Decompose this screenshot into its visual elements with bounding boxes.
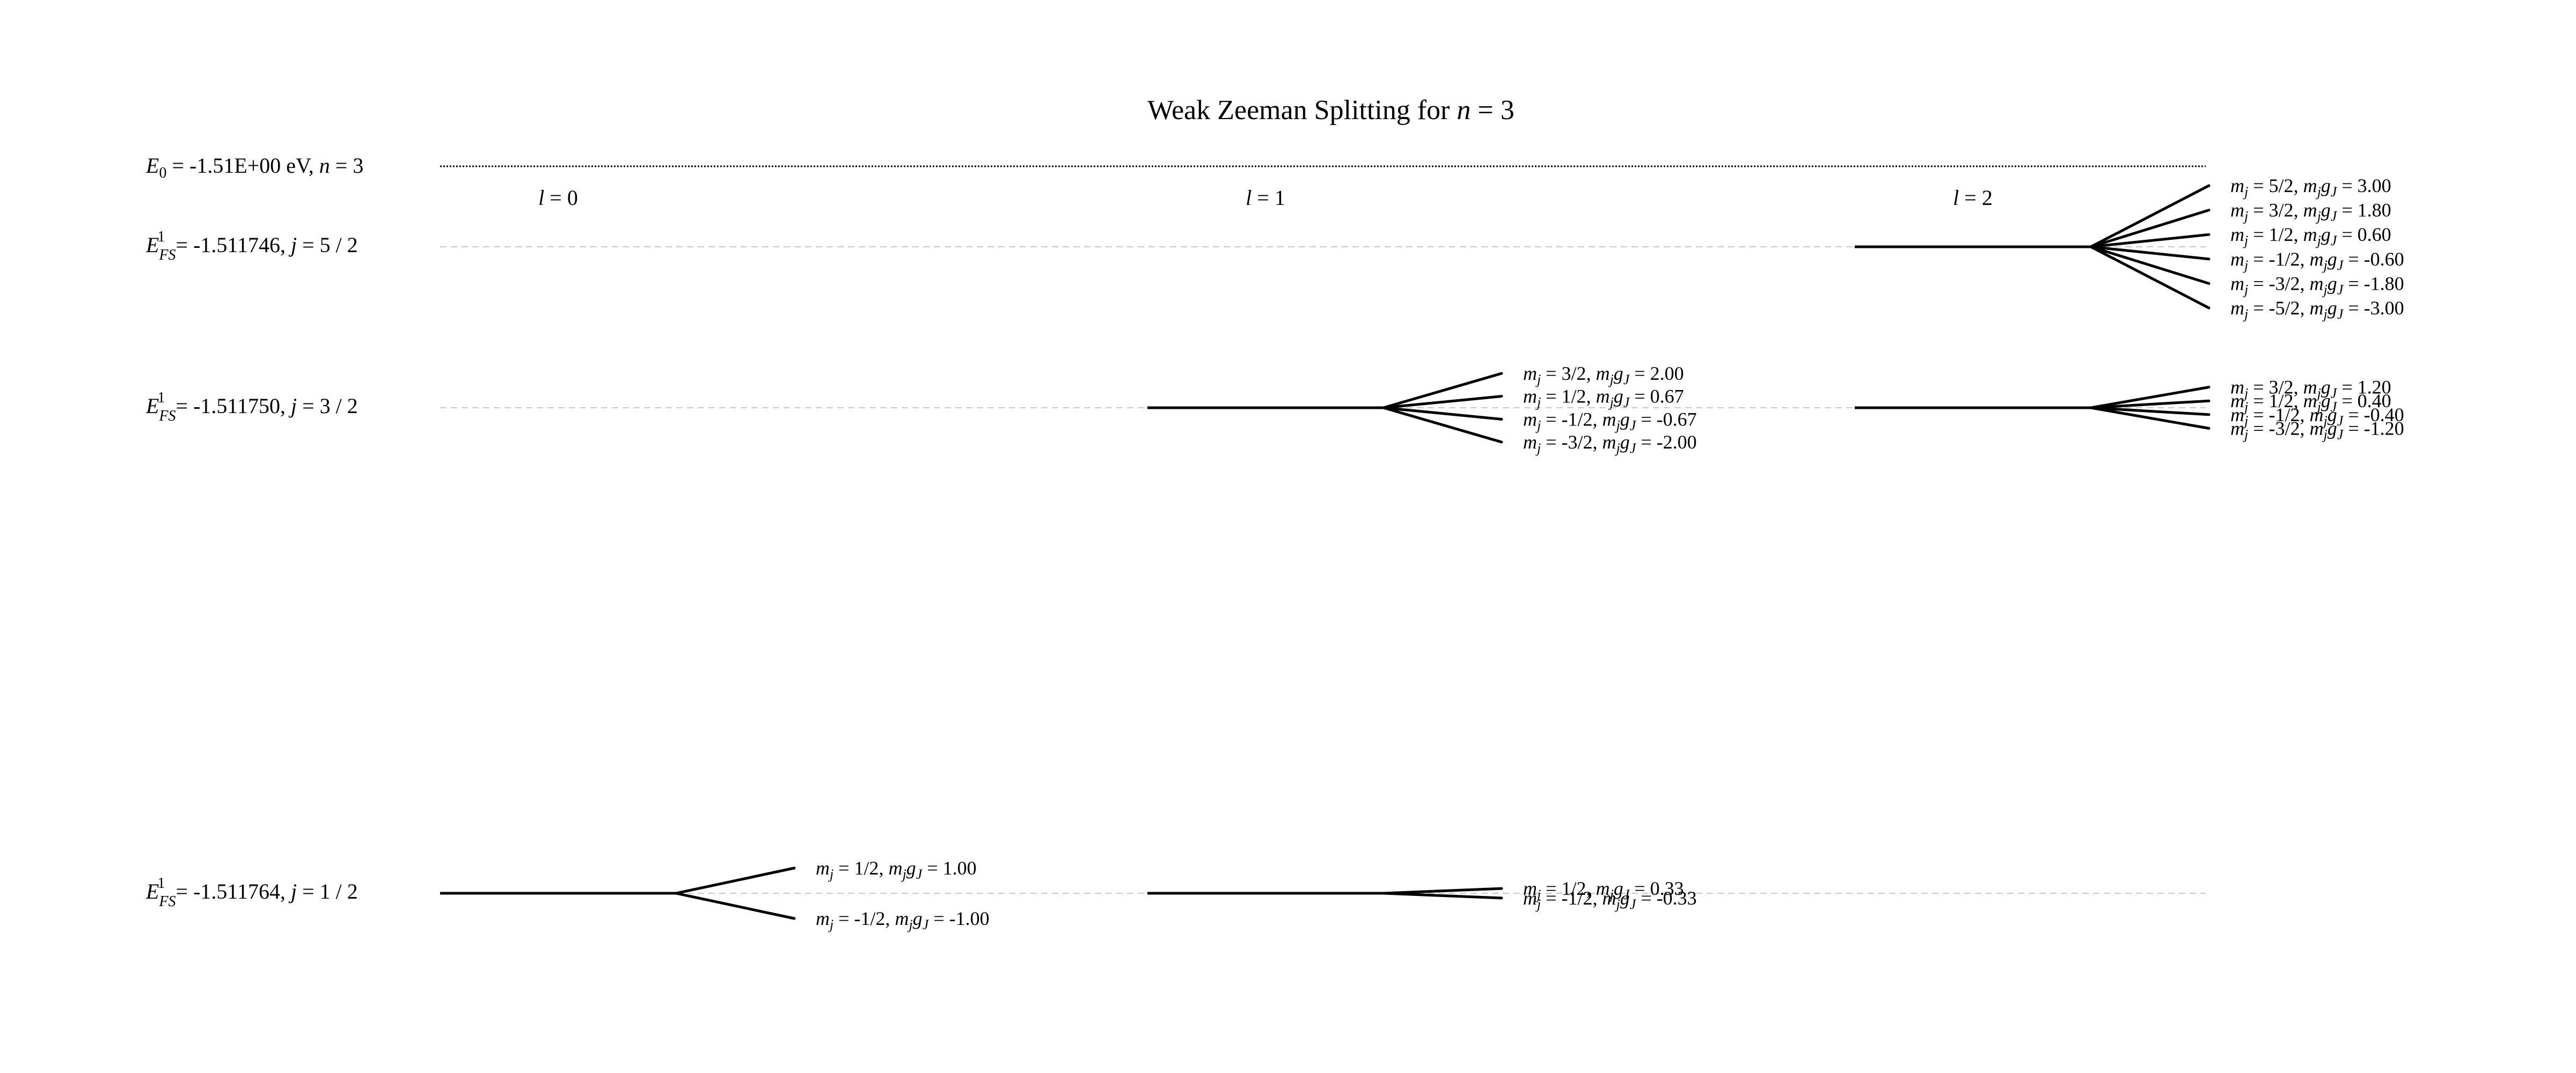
zeeman-sublevel-line	[1382, 406, 1503, 421]
zeeman-sublevel-line	[2089, 386, 2211, 409]
zeeman-sublevel-label: mj = 3/2, mjgJ = 1.80	[2230, 200, 2391, 224]
zeeman-sublevel-line	[1382, 887, 1503, 895]
zeeman-sublevel-label: mj = 1/2, mjgJ = 0.40	[2230, 390, 2391, 415]
zeeman-sublevel-line	[2089, 184, 2211, 248]
zeeman-sublevel-label: mj = -1/2, mjgJ = -1.00	[816, 908, 990, 932]
zeeman-sublevel-label: mj = -3/2, mjgJ = -2.00	[1523, 431, 1697, 456]
zeeman-sublevel-line	[1382, 892, 1503, 900]
zeeman-group: mj = 1/2, mjgJ = 1.00 mj = -1/2, mjgJ = -…	[440, 857, 990, 932]
zeeman-sublevel-label: mj = -1/2, mjgJ = -0.33	[1523, 887, 1697, 912]
zeeman-sublevel-line	[2089, 406, 2211, 430]
base-level-label: E0 = -1.51E+00 eV, n = 3	[145, 153, 363, 181]
zeeman-sublevel-line	[2089, 209, 2211, 248]
fine-structure-label-j12: EFS1 = -1.511764, j = 1 / 2	[145, 875, 358, 910]
zeeman-sublevel-label: mj = -1/2, mjgJ = -0.67	[1523, 408, 1697, 433]
zeeman-sublevel-line	[2089, 399, 2211, 409]
zeeman-sublevel-label: mj = 3/2, mjgJ = 1.20	[2230, 377, 2391, 401]
zeeman-sublevel-label: mj = 5/2, mjgJ = 3.00	[2230, 175, 2391, 200]
zeeman-sublevel-line	[2089, 245, 2211, 285]
zeeman-sublevel-label: mj = 1/2, mjgJ = 0.33	[1523, 878, 1684, 902]
zeeman-sublevel-line	[1382, 372, 1503, 409]
zeeman-sublevel-label: mj = -1/2, mjgJ = -0.40	[2230, 404, 2404, 429]
column-label-l2: l = 2	[1953, 186, 1993, 210]
zeeman-groups: mj = 1/2, mjgJ = 1.00 mj = -1/2, mjgJ = -…	[440, 175, 2404, 932]
zeeman-sublevel-label: mj = 3/2, mjgJ = 2.00	[1523, 363, 1684, 387]
zeeman-sublevel-label: mj = -5/2, mjgJ = -3.00	[2230, 297, 2404, 322]
column-label-l0: l = 0	[538, 186, 578, 210]
zeeman-sublevel-line	[675, 866, 796, 895]
column-label-l1: l = 1	[1246, 186, 1285, 210]
zeeman-sublevel-label: mj = -3/2, mjgJ = -1.20	[2230, 417, 2404, 442]
zeeman-sublevel-label: mj = -1/2, mjgJ = -0.60	[2230, 248, 2404, 273]
zeeman-sublevel-line	[1382, 406, 1503, 444]
zeeman-sublevel-label: mj = 1/2, mjgJ = 0.60	[2230, 224, 2391, 248]
fine-structure-label-j32: EFS1 = -1.511750, j = 3 / 2	[145, 389, 358, 424]
zeeman-sublevel-line	[2089, 245, 2211, 261]
zeeman-sublevel-label: mj = -3/2, mjgJ = -1.80	[2230, 273, 2404, 297]
zeeman-sublevel-line	[2089, 233, 2211, 248]
zeeman-sublevel-label: mj = 1/2, mjgJ = 0.67	[1523, 386, 1684, 410]
zeeman-sublevel-label: mj = 1/2, mjgJ = 1.00	[816, 857, 977, 882]
zeeman-sublevel-line	[675, 892, 796, 920]
zeeman-sublevel-line	[2089, 406, 2211, 416]
diagram-title: Weak Zeeman Splitting for n = 3	[1147, 95, 1514, 126]
zeeman-sublevel-line	[1382, 395, 1503, 409]
fine-structure-label-j52: EFS1 = -1.511746, j = 5 / 2	[145, 229, 358, 263]
zeeman-sublevel-line	[2089, 245, 2211, 310]
